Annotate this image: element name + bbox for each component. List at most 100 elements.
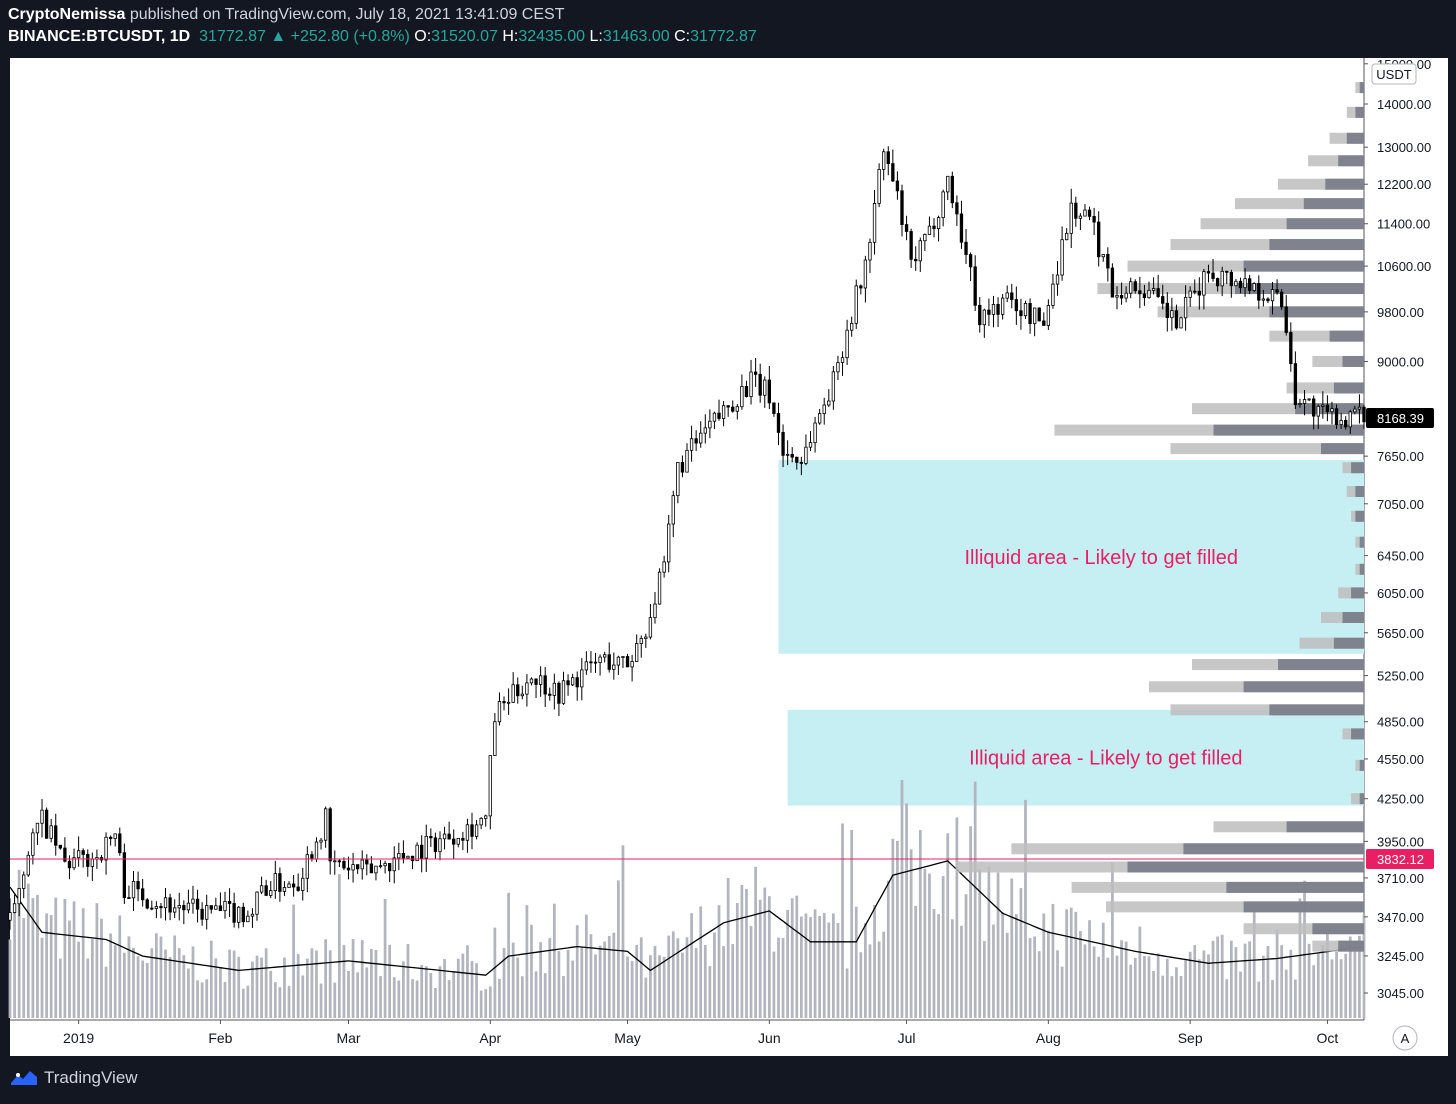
volume-bar [1298, 898, 1302, 1018]
candle-body [1261, 298, 1266, 301]
candle-body [781, 432, 785, 456]
volume-profile-row [1071, 881, 1364, 893]
candle-body [273, 873, 277, 892]
candle-body [731, 406, 735, 412]
volume-profile-row-inner [1333, 637, 1364, 649]
volume-bar [90, 939, 94, 1018]
author-name[interactable]: CryptoNemissa [8, 6, 126, 23]
candle-body [337, 860, 342, 863]
volume-profile-row [1106, 901, 1364, 913]
candle-body [1110, 267, 1115, 298]
volume-profile-row [1351, 793, 1364, 805]
volume-bar [159, 936, 163, 1018]
candle-body [872, 203, 877, 243]
volume-bar [708, 966, 712, 1018]
candle-body [131, 881, 136, 899]
volume-profile-row [1243, 923, 1364, 935]
candle-body [1161, 296, 1165, 304]
volume-bar [1028, 938, 1032, 1018]
volume-bar [571, 960, 575, 1018]
candle-body [909, 231, 913, 260]
volume-profile-row-inner [1243, 901, 1364, 913]
candle-body [767, 379, 771, 404]
volume-bar [22, 918, 26, 1018]
volume-bar [594, 954, 597, 1018]
candle-body [955, 202, 959, 215]
volume-bar [617, 880, 620, 1018]
volume-bar [1175, 967, 1178, 1018]
candle-body [667, 523, 671, 563]
price-label-box [1366, 849, 1434, 870]
volume-bar [649, 955, 652, 1018]
volume-bar [964, 894, 968, 1018]
candle-body [122, 852, 127, 898]
volume-bar [1211, 940, 1215, 1018]
volume-profile-row [1278, 178, 1364, 190]
volume-bar [379, 976, 382, 1018]
volume-profile-row-inner [1243, 681, 1364, 693]
volume-bar [1143, 956, 1146, 1018]
volume-bar [662, 956, 666, 1018]
currency-box [1371, 63, 1417, 85]
open-value: 31520.07 [431, 28, 498, 45]
candle-body [374, 865, 378, 874]
volume-profile-row-inner [1213, 424, 1364, 436]
volume-bar [219, 967, 222, 1018]
volume-bar [1348, 936, 1352, 1018]
tradingview-brand[interactable]: TradingView [10, 1068, 138, 1088]
volume-bar [100, 918, 103, 1018]
volume-bar [1046, 930, 1050, 1018]
volume-bar [122, 952, 126, 1018]
candle-body [648, 617, 653, 638]
publish-info: CryptoNemissa published on TradingView.c… [8, 6, 564, 24]
candle-body [936, 217, 941, 230]
candle-body [1170, 310, 1174, 318]
candle-body [1051, 283, 1055, 306]
volume-bar [200, 982, 204, 1018]
close-value: 31772.87 [690, 28, 757, 45]
candle-body [465, 824, 470, 841]
volume-bar [717, 905, 721, 1018]
volume-bar [1060, 966, 1064, 1018]
candle-body [1147, 289, 1151, 299]
volume-profile-row [1308, 155, 1364, 167]
candle-body [895, 180, 900, 192]
candle-body [657, 571, 662, 605]
volume-bar [539, 942, 542, 1018]
candle-body [744, 386, 749, 397]
volume-bar [17, 869, 21, 1018]
volume-bar [113, 945, 117, 1018]
candle-body [543, 675, 547, 695]
candle-body [1330, 408, 1334, 413]
candle-body [758, 373, 762, 396]
volume-bar [1284, 969, 1288, 1018]
volume-bar [635, 944, 639, 1018]
volume-bar [754, 866, 757, 1018]
candle-body [118, 833, 122, 854]
candle-body [355, 864, 360, 870]
candle-body [1321, 404, 1325, 407]
volume-bar [1037, 951, 1041, 1018]
candle-body [538, 675, 543, 685]
candle-body [145, 899, 149, 909]
volume-bar [54, 897, 58, 1018]
volume-bar [1147, 956, 1151, 1018]
volume-bar [932, 909, 936, 1018]
volume-bar [790, 898, 794, 1018]
volume-bar [1271, 980, 1274, 1018]
candle-body [772, 402, 776, 414]
volume-profile-row-inner [1183, 843, 1364, 855]
candle-body [982, 309, 986, 326]
x-tick-label: May [614, 1030, 640, 1046]
volume-bar [150, 948, 154, 1018]
volume-profile-row-inner [1303, 198, 1364, 210]
volume-bar [1220, 934, 1224, 1018]
symbol-name[interactable]: BINANCE:BTCUSDT, 1D [8, 28, 191, 45]
volume-bar [411, 979, 414, 1018]
candle-body [173, 907, 177, 913]
volume-profile-row-inner [1351, 728, 1364, 740]
candle-body [776, 413, 781, 433]
auto-scale-button[interactable] [1392, 1025, 1418, 1051]
volume-bar [955, 817, 959, 1018]
